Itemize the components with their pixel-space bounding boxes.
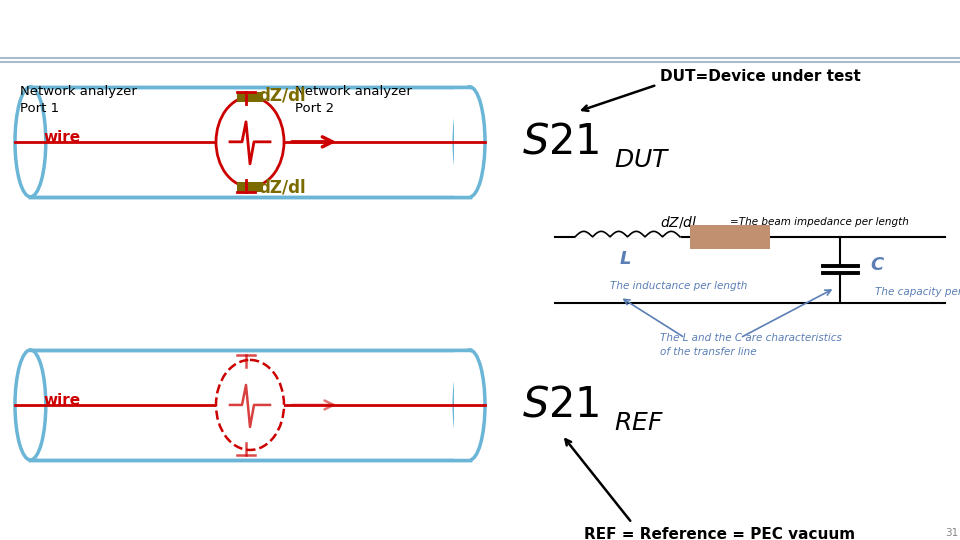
Ellipse shape — [15, 350, 46, 460]
Text: L: L — [619, 250, 631, 268]
Text: The inductance per length: The inductance per length — [610, 281, 748, 291]
Text: The capacity per length: The capacity per length — [875, 287, 960, 297]
Text: 31: 31 — [945, 528, 958, 538]
Text: The L and the C are characteristics
of the transfer line: The L and the C are characteristics of t… — [660, 333, 842, 357]
Text: wire: wire — [43, 130, 80, 145]
Bar — [31, 87, 469, 197]
Text: $\mathit{S21}$: $\mathit{S21}$ — [522, 121, 600, 163]
Text: dZ/dl: dZ/dl — [258, 87, 305, 105]
Ellipse shape — [454, 350, 485, 460]
Bar — [237, 92, 263, 102]
Ellipse shape — [216, 97, 284, 187]
Text: $\mathit{REF}$: $\mathit{REF}$ — [614, 411, 663, 435]
Text: Lab measurements of beam impedance. Wire #2: Lab measurements of beam impedance. Wire… — [12, 12, 960, 46]
Text: Network analyzer
Port 1: Network analyzer Port 1 — [20, 85, 137, 115]
Text: wire: wire — [43, 394, 80, 408]
Text: $\mathit{dZ/dl}$: $\mathit{dZ/dl}$ — [660, 214, 698, 230]
Bar — [237, 182, 263, 192]
Ellipse shape — [216, 360, 284, 450]
Text: dZ/dl: dZ/dl — [258, 179, 305, 197]
Text: $\mathit{S21}$: $\mathit{S21}$ — [522, 384, 600, 426]
Bar — [454, 87, 469, 197]
Text: C: C — [870, 256, 883, 274]
Bar — [454, 350, 469, 460]
Text: =The beam impedance per length: =The beam impedance per length — [730, 217, 909, 227]
Text: DUT=Device under test: DUT=Device under test — [660, 69, 861, 84]
Ellipse shape — [454, 87, 485, 197]
Text: REF = Reference = PEC vacuum: REF = Reference = PEC vacuum — [584, 527, 855, 540]
Text: Network analyzer
Port 2: Network analyzer Port 2 — [295, 85, 412, 115]
Ellipse shape — [15, 87, 46, 197]
Text: $\mathit{DUT}$: $\mathit{DUT}$ — [614, 148, 670, 172]
Bar — [31, 350, 469, 460]
Bar — [690, 225, 770, 249]
